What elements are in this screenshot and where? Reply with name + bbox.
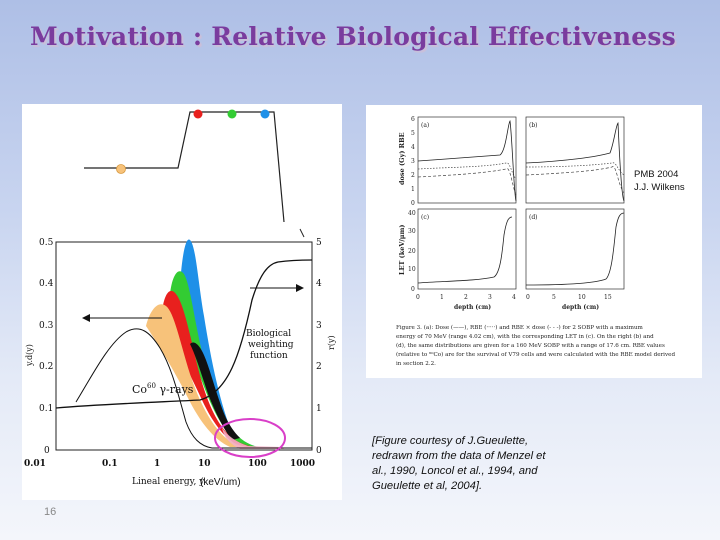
- depth-dose-figure: (a) (b) (c) (d) dose (Gy) RBE LET (keV/μ…: [366, 105, 702, 378]
- bottom-ytick-3: 10: [408, 266, 416, 273]
- marker-red: [193, 109, 203, 119]
- x-tick-0: 0.01: [24, 459, 46, 469]
- x-tick-2: 1: [154, 459, 160, 469]
- x-unit-label: (keV/um): [200, 477, 241, 488]
- top-ytick-2: 4: [411, 144, 415, 151]
- x-tick-1: 0.1: [102, 459, 118, 469]
- x-tick-3: 10: [198, 459, 211, 469]
- top-ytick-6: 0: [411, 200, 415, 207]
- top-ytick-5: 1: [411, 186, 415, 193]
- left-tick-1: 0.4: [39, 279, 54, 289]
- figure-courtesy-note: [Figure courtesy of J.Gueulette, redrawn…: [372, 435, 546, 492]
- top-ytick-4: 2: [411, 172, 415, 179]
- xlabel-right: depth (cm): [562, 304, 599, 311]
- caption-line-4: (relative to ⁶⁰Co) are for the survival …: [396, 351, 675, 358]
- xtick-right-1: 5: [552, 294, 556, 301]
- marker-orange: [116, 164, 126, 174]
- left-tick-2: 0.3: [39, 321, 54, 331]
- panel-a-rbedose: [417, 168, 517, 196]
- xtick-left-0: 0: [416, 294, 420, 301]
- panel-d-label: (d): [529, 214, 538, 221]
- left-tick-4: 0.1: [39, 404, 53, 414]
- right-tick-4: 1: [316, 404, 322, 414]
- bottom-ytick-1: 30: [408, 228, 416, 235]
- xlabel-left: depth (cm): [454, 304, 491, 311]
- panel-a-label: (a): [421, 122, 429, 129]
- xtick-left-1: 1: [440, 294, 444, 301]
- citation-line-1: PMB 2004: [634, 169, 679, 180]
- xtick-right-2: 10: [578, 294, 586, 301]
- citation: PMB 2004 J.J. Wilkens: [634, 168, 685, 194]
- right-tick-3: 2: [316, 362, 322, 372]
- curve-label-2: weighting: [248, 340, 294, 350]
- panel-d-let: [525, 212, 625, 286]
- co60-label: Co60 γ-rays: [132, 382, 194, 396]
- caption-line-1: Figure 3. (a): Dose (——), RBE (·····) an…: [396, 324, 644, 331]
- band-blue: [180, 239, 258, 447]
- bottom-ytick-0: 40: [408, 210, 416, 217]
- step-diagram-line: [84, 111, 285, 223]
- x-axis-label: Lineal energy, y: [132, 477, 205, 487]
- right-tick-1: 4: [316, 279, 322, 289]
- plot-frame: [55, 241, 313, 451]
- panel-b-frame: [525, 116, 625, 204]
- caption-line-3: (d), the same distributions are given fo…: [396, 342, 665, 349]
- right-axis-label: r(y): [327, 335, 336, 350]
- bottom-ytick-2: 20: [408, 248, 416, 255]
- panel-c-frame: [417, 208, 517, 290]
- band-pink: [222, 428, 284, 449]
- band-orange: [146, 304, 248, 447]
- top-ytick-0: 6: [411, 116, 415, 123]
- bottom-ylabel: LET (keV/μm): [398, 225, 406, 275]
- panel-b-rbedose: [525, 166, 625, 194]
- panel-a-dose: [417, 120, 517, 202]
- bottom-ytick-4: 0: [411, 286, 415, 293]
- band-green: [170, 271, 258, 447]
- top-ylabel: dose (Gy) RBE: [398, 132, 406, 185]
- xtick-left-4: 4: [512, 294, 516, 301]
- marker-green: [227, 109, 237, 119]
- panel-a-rbe: [417, 162, 517, 180]
- left-axis-label: y.d(y): [25, 344, 34, 367]
- x-tick-5: 1000: [290, 459, 315, 469]
- depth-dose-plot: (a) (b) (c) (d) dose (Gy) RBE LET (keV/μ…: [396, 116, 675, 367]
- caption-line-2: energy of 70 MeV (range 4.02 cm), with t…: [396, 333, 654, 340]
- curve-label-1: Biological: [246, 329, 291, 339]
- panel-b-dose: [525, 122, 625, 202]
- band-red: [162, 290, 254, 447]
- panel-a-frame: [417, 116, 517, 204]
- left-tick-3: 0.2: [39, 362, 53, 372]
- xtick-left-2: 2: [464, 294, 468, 301]
- microdosimetry-plot: 0.5 0.4 0.3 0.2 0.1 0 5 4 3 2 1 0 0.01 0…: [24, 109, 336, 488]
- co60-spectrum-curve: [75, 328, 312, 449]
- caption-line-5: in section 2.2.: [396, 361, 436, 367]
- left-arrow-head: [82, 314, 90, 322]
- curve-label-3: function: [250, 351, 288, 361]
- right-tick-5: 0: [316, 446, 322, 456]
- citation-line-2: J.J. Wilkens: [634, 182, 685, 193]
- top-ytick-3: 3: [411, 158, 415, 165]
- marker-blue: [260, 109, 270, 119]
- panel-c-label: (c): [421, 214, 429, 221]
- left-tick-5: 0: [44, 446, 50, 456]
- step-tick: [299, 228, 305, 238]
- panel-b-rbe: [525, 162, 625, 176]
- highlight-circle: [214, 418, 286, 458]
- slide-number: 16: [44, 506, 57, 518]
- xtick-right-0: 0: [526, 294, 530, 301]
- right-tick-2: 3: [316, 321, 322, 331]
- xtick-right-3: 15: [604, 294, 612, 301]
- right-tick-0: 5: [316, 238, 322, 248]
- top-ytick-1: 5: [411, 130, 415, 137]
- microdosimetry-figure: 0.5 0.4 0.3 0.2 0.1 0 5 4 3 2 1 0 0.01 0…: [22, 104, 342, 500]
- x-tick-4: 100: [248, 459, 267, 469]
- weighting-function-curve: [55, 259, 313, 409]
- panel-b-label: (b): [529, 122, 538, 129]
- right-arrow-head: [296, 284, 304, 292]
- xtick-left-3: 3: [488, 294, 492, 301]
- slide-title: Motivation : Relative Biological Effecti…: [30, 22, 676, 51]
- panel-c-let: [417, 216, 513, 284]
- panel-d-frame: [525, 208, 625, 290]
- left-tick-0: 0.5: [39, 238, 54, 248]
